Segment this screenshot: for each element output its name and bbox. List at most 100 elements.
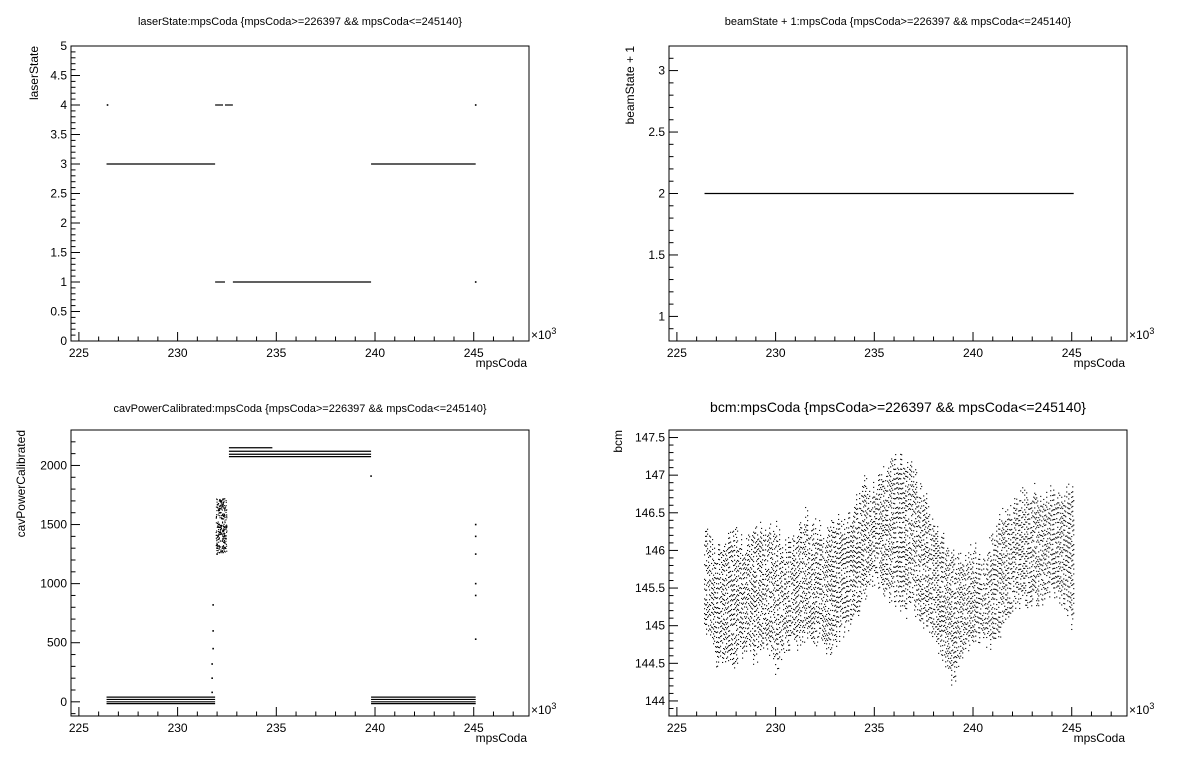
data-point	[940, 552, 942, 554]
data-point	[802, 548, 804, 550]
data-point	[932, 538, 934, 540]
data-point	[874, 560, 876, 562]
data-point	[868, 561, 870, 563]
data-point	[928, 559, 930, 562]
data-point	[838, 528, 840, 530]
data-point	[876, 493, 878, 495]
data-point	[732, 556, 734, 558]
data-point	[733, 540, 735, 542]
data-point	[950, 608, 952, 610]
data-point	[840, 591, 842, 593]
data-point	[808, 616, 810, 618]
data-point	[918, 588, 920, 590]
data-point	[934, 569, 936, 572]
data-point	[225, 505, 227, 507]
data-point	[809, 616, 811, 618]
data-point	[831, 622, 833, 624]
data-point	[924, 499, 926, 501]
data-point	[816, 591, 818, 593]
data-point	[734, 652, 736, 654]
data-point	[760, 536, 762, 538]
data-point	[715, 572, 717, 574]
data-point	[710, 629, 712, 631]
data-point	[730, 614, 732, 616]
data-point	[899, 526, 901, 528]
data-point	[945, 568, 947, 570]
data-point	[786, 615, 788, 617]
data-point	[825, 566, 827, 568]
data-point	[882, 525, 884, 527]
data-point	[758, 636, 760, 638]
data-point	[726, 657, 728, 659]
data-point	[825, 620, 827, 622]
data-point	[882, 559, 884, 561]
data-point	[741, 617, 743, 619]
chart-panel-1: laserState:mpsCoda {mpsCoda>=226397 && m…	[27, 16, 556, 370]
data-point	[926, 615, 928, 617]
data-point	[911, 505, 913, 507]
data-point	[788, 576, 790, 578]
data-point	[923, 607, 925, 610]
data-point	[859, 590, 861, 593]
data-point	[801, 610, 803, 612]
data-point	[916, 569, 918, 572]
data-point	[736, 551, 738, 553]
data-point	[746, 596, 748, 598]
data-point	[873, 501, 875, 503]
data-point	[760, 570, 762, 572]
data-point	[819, 613, 821, 615]
data-point	[218, 538, 220, 540]
data-point	[876, 517, 878, 520]
data-point	[941, 654, 943, 656]
data-point	[948, 638, 950, 640]
data-point	[822, 629, 824, 631]
data-point	[740, 645, 742, 647]
data-point	[811, 564, 813, 566]
data-point	[765, 627, 767, 629]
data-point	[839, 547, 841, 549]
data-point	[849, 512, 851, 514]
data-point	[953, 559, 955, 561]
data-point	[821, 613, 823, 615]
data-point	[805, 565, 807, 567]
data-point	[940, 577, 942, 579]
data-point	[902, 600, 904, 602]
data-point	[762, 578, 764, 580]
data-point	[781, 649, 783, 651]
data-point	[956, 661, 958, 663]
data-point	[901, 600, 903, 603]
data-point	[804, 553, 806, 555]
data-point	[842, 612, 844, 614]
data-point	[739, 568, 741, 570]
data-point	[945, 563, 947, 565]
data-point	[734, 618, 736, 620]
data-point	[906, 603, 908, 605]
data-point	[809, 626, 811, 628]
data-point	[883, 505, 885, 507]
data-point	[217, 545, 219, 547]
data-point	[869, 534, 871, 536]
data-point	[724, 550, 726, 552]
data-point	[852, 581, 854, 583]
data-point	[882, 530, 884, 532]
data-point	[828, 534, 830, 536]
data-point	[763, 647, 765, 649]
data-point	[917, 609, 919, 611]
data-point	[724, 619, 726, 621]
data-point	[815, 552, 817, 554]
data-point	[789, 556, 791, 558]
data-point	[221, 504, 224, 506]
data-point	[909, 595, 911, 598]
data-point	[901, 527, 903, 529]
data-point	[773, 535, 775, 537]
data-point	[949, 607, 951, 609]
data-point	[756, 633, 758, 636]
data-point	[879, 567, 881, 569]
data-point	[894, 566, 896, 568]
data-point	[793, 564, 795, 566]
data-point	[719, 588, 721, 590]
data-point	[865, 495, 867, 497]
data-point	[826, 618, 828, 620]
data-point	[883, 524, 885, 526]
data-point	[800, 600, 802, 602]
